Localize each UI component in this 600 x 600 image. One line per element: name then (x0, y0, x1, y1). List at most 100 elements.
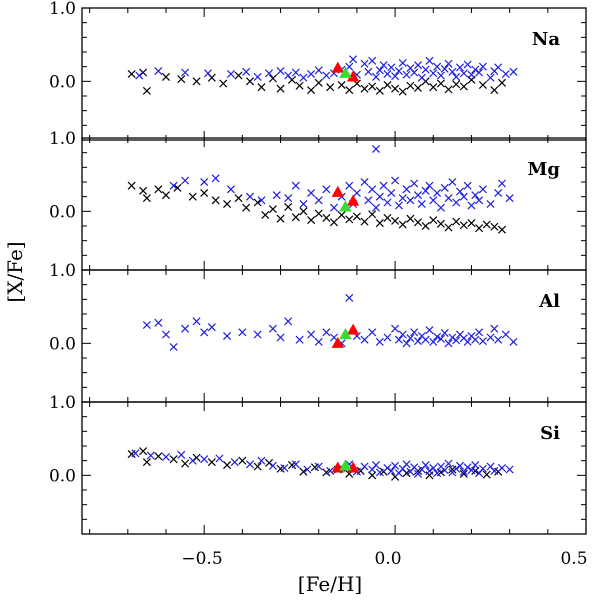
data-point (440, 64, 449, 73)
data-point (200, 328, 209, 337)
data-point (154, 67, 163, 76)
data-point (475, 196, 484, 205)
series-blue-crosses (142, 293, 518, 352)
element-label: Na (532, 29, 560, 50)
data-point (379, 181, 388, 190)
data-point (169, 342, 178, 352)
data-point (467, 219, 476, 228)
data-point (478, 185, 487, 194)
element-label: Mg (527, 159, 560, 180)
data-point (406, 196, 415, 205)
series-green-triangles (339, 459, 352, 471)
panel-frame (81, 269, 587, 403)
data-point (322, 185, 331, 194)
data-point (253, 330, 262, 339)
y-axis-title: [X/Fe] (3, 241, 27, 302)
data-point (444, 194, 453, 203)
panel-frame (81, 401, 587, 535)
data-point (494, 335, 503, 344)
y-tick-label: 1.0 (49, 129, 76, 149)
data-point (242, 67, 251, 76)
data-point (501, 69, 510, 79)
data-point (402, 339, 411, 348)
data-point (425, 56, 434, 65)
data-point (509, 67, 518, 76)
data-point (207, 458, 216, 467)
data-point (421, 335, 430, 344)
data-point (360, 84, 369, 93)
y-tick-label: 1.0 (49, 0, 76, 19)
data-point (505, 194, 514, 203)
data-point (276, 84, 285, 93)
data-point (497, 179, 507, 188)
data-point (142, 194, 151, 203)
data-point (459, 469, 468, 478)
data-point (482, 470, 491, 479)
data-point (360, 462, 369, 471)
data-point (459, 192, 468, 201)
data-point (421, 65, 430, 74)
data-point (478, 62, 487, 71)
y-tick-label: 0.0 (49, 202, 76, 222)
data-point (463, 463, 472, 472)
data-point (291, 460, 300, 469)
panel-si: 0.0 1.0 Si (49, 393, 587, 535)
data-point (433, 469, 442, 478)
data-point (391, 216, 400, 225)
data-point (200, 188, 209, 198)
data-point (154, 318, 163, 327)
data-point (425, 326, 434, 335)
data-point (127, 181, 136, 190)
data-point (331, 61, 344, 73)
data-point (436, 79, 445, 88)
data-point (478, 464, 487, 473)
x-tick-label: 0.0 (374, 549, 401, 569)
data-point (253, 72, 262, 81)
data-point (440, 329, 449, 338)
panel-na: 0.0 1.0 Na (49, 0, 587, 141)
data-point (425, 181, 434, 190)
data-point (360, 335, 369, 344)
data-point (467, 70, 476, 79)
data-point (398, 194, 407, 203)
data-point (463, 337, 472, 346)
data-point (238, 456, 247, 465)
data-point (326, 83, 335, 92)
data-point (346, 70, 360, 82)
data-point (394, 67, 403, 76)
data-point (345, 86, 354, 95)
data-point (455, 187, 465, 196)
data-point (268, 74, 277, 83)
data-point (337, 80, 346, 90)
data-point (383, 333, 392, 342)
data-point (490, 466, 499, 475)
data-point (154, 185, 163, 194)
data-point (421, 221, 430, 231)
data-point (203, 69, 213, 78)
data-point (463, 60, 472, 69)
data-point (307, 69, 316, 79)
data-point (467, 201, 476, 210)
x-axis-title: [Fe/H] (298, 572, 362, 596)
data-point (444, 59, 453, 68)
data-point (444, 459, 453, 468)
data-point (375, 219, 384, 228)
data-point (169, 181, 178, 190)
data-point (402, 460, 411, 469)
data-point (429, 216, 438, 225)
data-point (192, 317, 201, 326)
data-point (429, 69, 438, 78)
y-tick-label: 0.0 (49, 334, 76, 354)
data-point (181, 324, 190, 333)
data-point (245, 77, 255, 86)
data-point (230, 458, 239, 467)
data-point (391, 84, 400, 93)
x-tick-label: 0.5 (560, 549, 587, 569)
data-point (181, 176, 190, 185)
data-point (436, 334, 445, 343)
data-point (257, 83, 266, 92)
data-point (200, 177, 209, 187)
data-point (345, 62, 354, 71)
data-point (181, 68, 190, 77)
